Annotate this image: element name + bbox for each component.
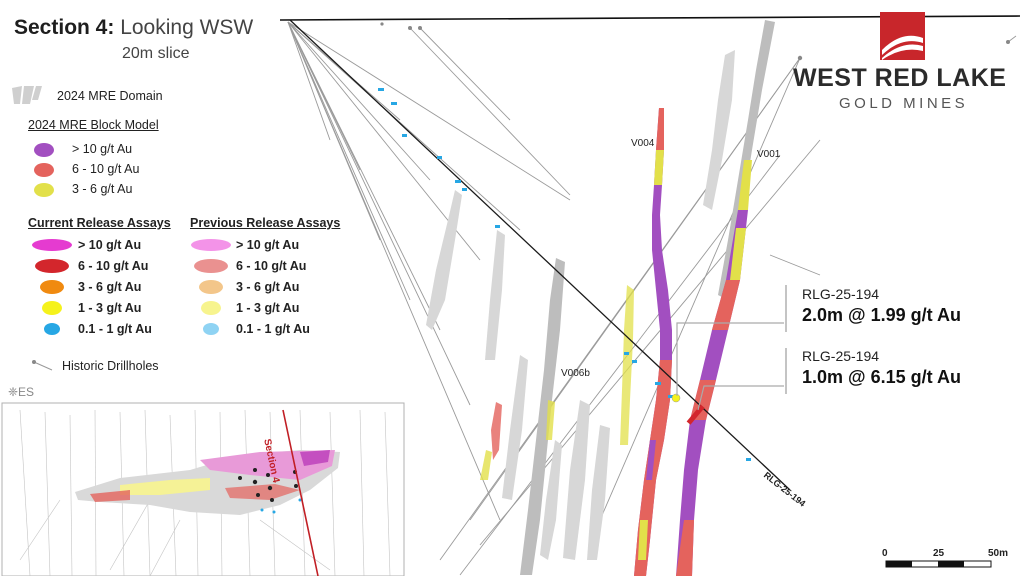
inset-long-section	[1, 402, 405, 576]
callout-1-hole: RLG-25-194	[802, 286, 880, 302]
callout-leader-2	[697, 385, 784, 411]
legend-domain-label: 2024 MRE Domain	[57, 89, 163, 103]
vein-label-v006b: V006b	[561, 368, 590, 379]
legend-block-3-6: 3 - 6 g/t Au	[72, 182, 133, 196]
domain-swatch	[12, 86, 42, 104]
legend-block-model-title: 2024 MRE Block Model	[28, 118, 159, 132]
scale-tick-50: 50m	[988, 548, 1009, 559]
vein-v001	[676, 160, 752, 576]
section-title-bold: Section 4:	[14, 16, 115, 39]
logo-subtitle: GOLD MINES	[839, 95, 969, 112]
inset-section-line	[282, 409, 319, 576]
assay-marks	[378, 88, 751, 461]
assay-red	[686, 404, 705, 425]
scale-tick-0: 0	[882, 548, 888, 559]
legend-previous-title: Previous Release Assays	[190, 216, 341, 230]
callout-1-value: 2.0m @ 1.99 g/t Au	[802, 305, 961, 325]
logo-title: WEST RED LAKE	[793, 64, 1007, 92]
drillhole-rlg-25-194	[289, 19, 791, 491]
callout-2-value: 1.0m @ 6.15 g/t Au	[802, 367, 961, 387]
callout-2-hole: RLG-25-194	[802, 348, 880, 364]
legend-historic-label: Historic Drillholes	[62, 359, 159, 373]
vein-v006b	[480, 285, 634, 480]
assay-yellow	[671, 393, 681, 403]
vein-v004	[634, 108, 672, 576]
legend-current-6-10: 6 - 10 g/t Au	[78, 259, 149, 273]
legend-current-01-1: 0.1 - 1 g/t Au	[78, 322, 152, 336]
scale-tick-25: 25	[933, 548, 945, 559]
legend-block-6-10: 6 - 10 g/t Au	[72, 162, 140, 176]
legend-previous-01-1: 0.1 - 1 g/t Au	[236, 322, 310, 336]
legend-previous-3-6: 3 - 6 g/t Au	[236, 280, 300, 294]
current-assay-swatches	[32, 239, 72, 335]
scale-bar	[885, 560, 992, 568]
legend-previous-6-10: 6 - 10 g/t Au	[236, 259, 307, 273]
vein-label-v001: V001	[757, 149, 781, 160]
es-label: ❈ES	[8, 385, 35, 399]
legend-current-title: Current Release Assays	[28, 216, 171, 230]
legend-previous-1-3: 1 - 3 g/t Au	[236, 301, 300, 315]
section-title-view: Looking WSW	[120, 16, 254, 39]
slice-subtitle: 20m slice	[122, 45, 190, 62]
mre-domain-shapes	[426, 50, 735, 560]
historic-drillholes	[287, 21, 1017, 576]
company-logo-mark	[880, 12, 925, 60]
historic-collars	[380, 22, 1010, 61]
callout-leader-1	[676, 322, 784, 396]
block-model-swatches	[34, 143, 54, 197]
page-title: Section 4: Looking WSW	[14, 16, 253, 40]
legend-current-1-3: 1 - 3 g/t Au	[78, 301, 142, 315]
legend-current-3-6: 3 - 6 g/t Au	[78, 280, 142, 294]
legend-current-10: > 10 g/t Au	[78, 238, 142, 252]
previous-assay-swatches	[191, 239, 231, 335]
vein-label-v004: V004	[631, 138, 655, 149]
legend-previous-10: > 10 g/t Au	[236, 238, 300, 252]
historic-swatch	[32, 360, 53, 371]
legend-block-10: > 10 g/t Au	[72, 142, 133, 156]
